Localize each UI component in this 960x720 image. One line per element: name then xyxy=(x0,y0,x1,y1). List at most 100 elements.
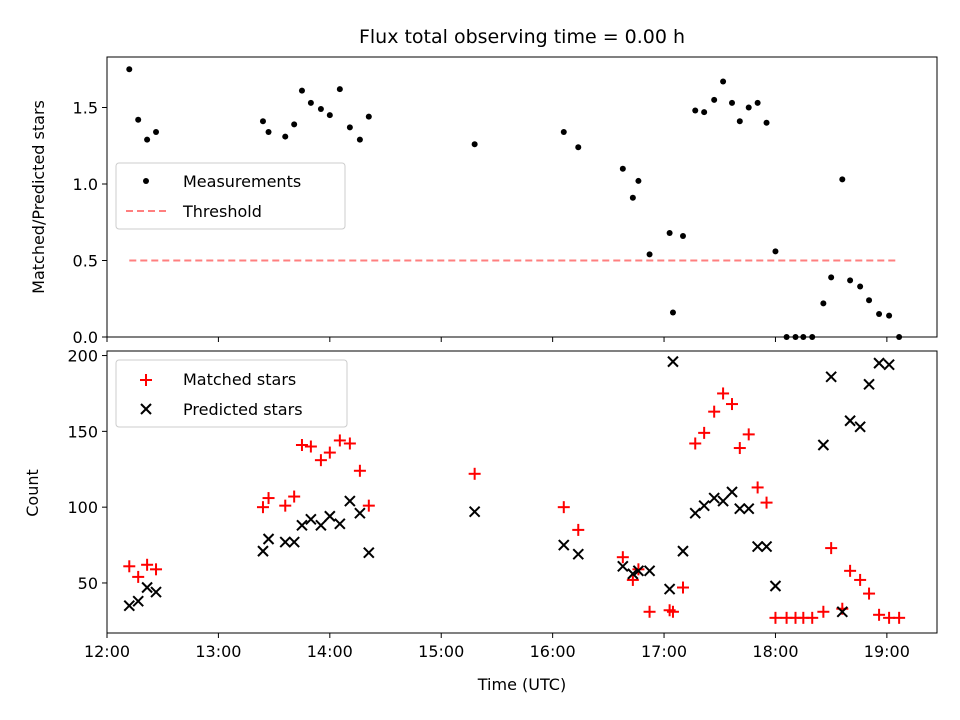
measurement-point xyxy=(820,300,827,307)
predicted-star-point xyxy=(844,415,856,427)
legend-measurements-label: Measurements xyxy=(183,172,301,191)
x-tick-label: 17:00 xyxy=(641,642,687,661)
matched-star-points xyxy=(123,387,906,624)
predicted-star-point xyxy=(627,568,639,580)
bottom-y-ticks: 50 100 150 200 xyxy=(67,347,107,593)
measurement-point xyxy=(876,311,883,318)
matched-star-point xyxy=(279,499,292,512)
legend-matched-marker xyxy=(140,374,152,386)
matched-star-point xyxy=(362,499,375,512)
measurement-point xyxy=(126,66,133,73)
predicted-star-point xyxy=(817,439,830,451)
top-x-ticks xyxy=(106,337,888,342)
matched-star-point xyxy=(806,611,819,624)
predicted-star-point xyxy=(150,586,162,598)
measurement-point xyxy=(763,119,770,126)
predicted-star-points xyxy=(123,355,895,618)
measurement-point xyxy=(847,277,854,284)
bottom-legend-box xyxy=(115,359,348,428)
matched-star-point xyxy=(873,608,886,621)
predicted-star-point xyxy=(769,580,782,592)
top-y-tick-label: 1.5 xyxy=(73,98,98,117)
predicted-star-point xyxy=(677,545,689,557)
matched-star-point xyxy=(626,573,639,586)
legend-measurements-marker xyxy=(143,178,149,184)
top-y-tick-label: 1.0 xyxy=(73,175,98,194)
top-panel: 0.0 0.5 1.0 1.5 Matched/Predicted stars Mea… xyxy=(29,56,938,347)
x-tick-label: 18:00 xyxy=(752,642,798,661)
predicted-star-point xyxy=(760,540,773,553)
matched-star-point xyxy=(760,496,773,509)
measurement-point xyxy=(754,99,761,106)
measurement-point xyxy=(711,96,718,103)
measurement-point xyxy=(866,297,873,304)
bottom-y-tick-label: 50 xyxy=(78,574,98,593)
matched-star-point xyxy=(689,437,702,450)
predicted-star-point xyxy=(257,545,269,557)
x-tick-label: 19:00 xyxy=(864,642,910,661)
predicted-star-point xyxy=(262,533,275,545)
matched-star-point xyxy=(825,542,838,555)
predicted-star-point xyxy=(743,502,755,515)
predicted-star-point xyxy=(279,536,291,548)
measurement-point xyxy=(679,233,686,240)
predicted-star-point xyxy=(468,506,481,518)
measurement-point xyxy=(144,136,151,143)
matched-star-point xyxy=(123,560,136,573)
measurement-point xyxy=(282,133,289,140)
legend-predicted-label: Predicted stars xyxy=(183,400,303,419)
top-measurement-points xyxy=(126,66,903,340)
matched-star-point xyxy=(150,563,163,576)
matched-star-point xyxy=(742,428,755,441)
matched-star-point xyxy=(751,481,764,494)
predicted-star-point xyxy=(558,539,570,551)
measurement-point xyxy=(560,128,567,135)
matched-star-point xyxy=(698,426,711,439)
predicted-star-point xyxy=(708,492,720,504)
predicted-star-point xyxy=(698,499,710,512)
top-y-axis-label: Matched/Predicted stars xyxy=(29,100,48,294)
measurement-point xyxy=(701,109,708,116)
predicted-star-point xyxy=(643,565,656,577)
measurement-point xyxy=(135,116,142,123)
predicted-star-point xyxy=(141,581,153,594)
legend-matched-label: Matched stars xyxy=(183,370,296,389)
measurement-point xyxy=(346,124,353,131)
measurement-point xyxy=(736,118,743,125)
predicted-star-point xyxy=(324,510,336,522)
matched-star-point xyxy=(343,437,356,450)
bottom-y-tick-label: 200 xyxy=(67,347,98,366)
matched-star-point xyxy=(323,446,336,459)
predicted-star-point xyxy=(288,536,300,548)
matched-star-point xyxy=(733,442,746,455)
top-legend-box xyxy=(115,162,346,230)
predicted-star-point xyxy=(344,495,356,507)
measurement-point xyxy=(365,113,372,120)
matched-star-point xyxy=(844,564,857,577)
legend-threshold-label: Threshold xyxy=(182,202,262,221)
matched-star-point xyxy=(863,587,876,600)
matched-star-point xyxy=(854,573,867,586)
measurement-point xyxy=(336,86,343,93)
predicted-star-point xyxy=(305,513,317,525)
matched-star-point xyxy=(893,611,906,624)
x-tick-label: 14:00 xyxy=(307,642,353,661)
matched-star-point xyxy=(616,551,629,564)
matched-star-point xyxy=(726,398,739,411)
measurement-point xyxy=(317,106,324,113)
predicted-star-point xyxy=(751,540,764,553)
predicted-star-point xyxy=(854,421,866,433)
predicted-star-point xyxy=(132,595,144,607)
measurement-point xyxy=(646,251,653,258)
predicted-star-point xyxy=(863,378,875,391)
predicted-star-point xyxy=(632,565,645,577)
predicted-star-point xyxy=(883,358,895,371)
x-tick-label: 13:00 xyxy=(195,642,241,661)
measurement-point xyxy=(629,194,636,201)
matched-star-point xyxy=(256,501,269,514)
top-y-tick-label: 0.5 xyxy=(73,251,98,270)
measurement-point xyxy=(619,165,626,172)
x-tick-label: 12:00 xyxy=(84,642,130,661)
predicted-star-point xyxy=(363,546,375,559)
